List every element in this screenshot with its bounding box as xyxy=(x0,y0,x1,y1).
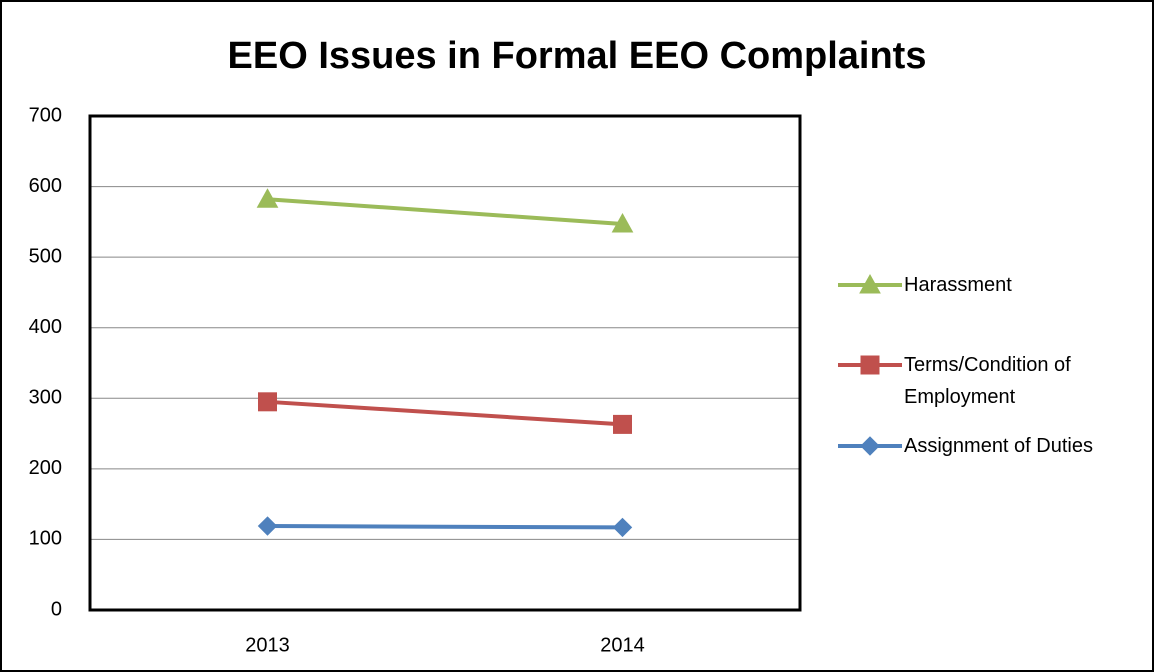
marker xyxy=(612,517,633,538)
legend-entry: Harassment xyxy=(836,269,1144,301)
y-tick-label: 0 xyxy=(51,598,62,620)
x-tick-label: 2013 xyxy=(245,634,290,656)
x-tick-label: 2014 xyxy=(600,634,645,656)
chart-title: EEO Issues in Formal EEO Complaints xyxy=(228,35,927,77)
legend-label: Assignment of Duties xyxy=(904,435,1093,457)
plot-frame xyxy=(88,114,802,612)
y-tick-label: 600 xyxy=(29,175,62,197)
series-line xyxy=(267,197,623,226)
marker xyxy=(859,273,881,294)
y-tick-label: 100 xyxy=(29,528,62,550)
y-tick-label: 300 xyxy=(29,387,62,409)
legend-entry: Assignment of Duties xyxy=(836,430,1144,462)
legend-icon xyxy=(838,273,902,294)
marker xyxy=(611,212,634,233)
legend-label: Harassment xyxy=(904,274,1012,296)
marker xyxy=(257,516,278,536)
marker xyxy=(258,392,277,412)
series-line xyxy=(267,399,623,427)
legend-label: Terms/Condition of Employment xyxy=(904,354,1071,408)
marker xyxy=(613,414,632,434)
marker xyxy=(860,436,880,456)
legend-entry: Terms/Condition of Employment xyxy=(836,349,1144,413)
y-tick-label: 400 xyxy=(29,316,62,338)
marker xyxy=(860,355,880,375)
legend-icon xyxy=(838,436,902,456)
marker xyxy=(256,188,279,208)
y-tick-label: 700 xyxy=(29,104,62,126)
series-line xyxy=(267,524,623,530)
y-tick-label: 500 xyxy=(29,245,62,267)
y-tick-label: 200 xyxy=(29,457,62,479)
legend-icon xyxy=(838,355,902,375)
